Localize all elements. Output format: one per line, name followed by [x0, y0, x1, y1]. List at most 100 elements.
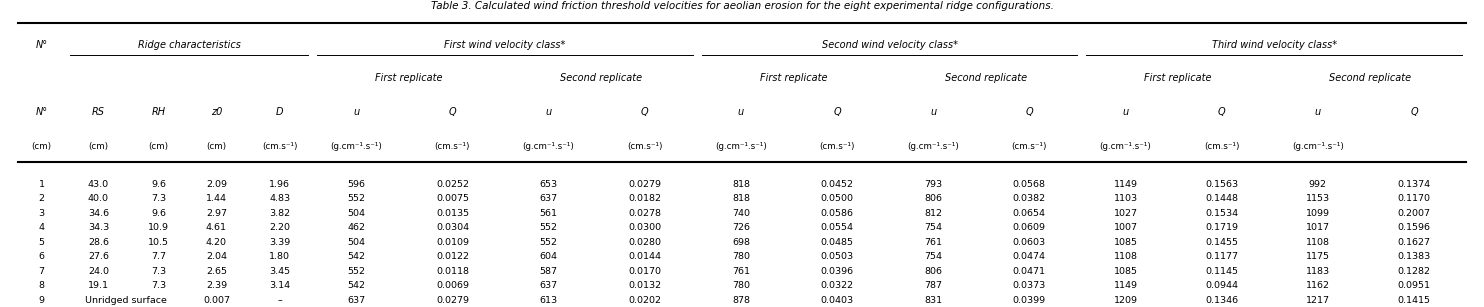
Text: 3.45: 3.45	[269, 267, 291, 276]
Text: 0.007: 0.007	[203, 296, 230, 305]
Text: RS: RS	[92, 107, 105, 117]
Text: 10.9: 10.9	[148, 223, 169, 232]
Text: 806: 806	[925, 194, 942, 203]
Text: Second wind velocity class*: Second wind velocity class*	[822, 40, 957, 49]
Text: (g.cm⁻¹.s⁻¹): (g.cm⁻¹.s⁻¹)	[1100, 142, 1152, 151]
Text: 0.1627: 0.1627	[1398, 238, 1431, 247]
Text: 0.0182: 0.0182	[628, 194, 662, 203]
Text: 1.80: 1.80	[269, 252, 291, 261]
Text: (cm.s⁻¹): (cm.s⁻¹)	[1012, 142, 1048, 151]
Text: 754: 754	[925, 252, 942, 261]
Text: 992: 992	[1309, 180, 1327, 189]
Text: 1027: 1027	[1113, 209, 1138, 218]
Text: 0.2007: 0.2007	[1398, 209, 1431, 218]
Text: 0.1346: 0.1346	[1205, 296, 1238, 305]
Text: (g.cm⁻¹.s⁻¹): (g.cm⁻¹.s⁻¹)	[331, 142, 383, 151]
Text: (cm): (cm)	[148, 142, 169, 151]
Text: 28.6: 28.6	[88, 238, 108, 247]
Text: 552: 552	[347, 194, 365, 203]
Text: 552: 552	[540, 223, 558, 232]
Text: (cm): (cm)	[206, 142, 227, 151]
Text: 0.0279: 0.0279	[628, 180, 662, 189]
Text: 1.44: 1.44	[206, 194, 227, 203]
Text: 0.0382: 0.0382	[1012, 194, 1046, 203]
Text: 0.0500: 0.0500	[821, 194, 853, 203]
Text: 0.0609: 0.0609	[1014, 223, 1046, 232]
Text: 1183: 1183	[1306, 267, 1330, 276]
Text: u: u	[1122, 107, 1129, 117]
Text: –: –	[278, 296, 282, 305]
Text: 0.0951: 0.0951	[1398, 281, 1431, 290]
Text: 0.0109: 0.0109	[436, 238, 469, 247]
Text: 504: 504	[347, 209, 365, 218]
Text: 34.6: 34.6	[88, 209, 108, 218]
Text: Q: Q	[641, 107, 649, 117]
Text: 10.5: 10.5	[148, 238, 169, 247]
Text: 0.1374: 0.1374	[1398, 180, 1431, 189]
Text: 0.0135: 0.0135	[436, 209, 469, 218]
Text: 0.1145: 0.1145	[1205, 267, 1238, 276]
Text: 504: 504	[347, 238, 365, 247]
Text: 637: 637	[540, 194, 558, 203]
Text: 2.97: 2.97	[206, 209, 227, 218]
Text: z0: z0	[211, 107, 223, 117]
Text: 1162: 1162	[1306, 281, 1330, 290]
Text: u: u	[738, 107, 743, 117]
Text: 1085: 1085	[1113, 267, 1138, 276]
Text: (cm): (cm)	[89, 142, 108, 151]
Text: 1149: 1149	[1113, 180, 1138, 189]
Text: 2: 2	[39, 194, 45, 203]
Text: 0.1282: 0.1282	[1398, 267, 1431, 276]
Text: 2.09: 2.09	[206, 180, 227, 189]
Text: 8: 8	[39, 281, 45, 290]
Text: 27.6: 27.6	[88, 252, 108, 261]
Text: Q: Q	[1410, 107, 1417, 117]
Text: 793: 793	[925, 180, 942, 189]
Text: 542: 542	[347, 281, 365, 290]
Text: 587: 587	[540, 267, 558, 276]
Text: 6: 6	[39, 252, 45, 261]
Text: (g.cm⁻¹.s⁻¹): (g.cm⁻¹.s⁻¹)	[1293, 142, 1345, 151]
Text: 0.0132: 0.0132	[628, 281, 662, 290]
Text: 0.0122: 0.0122	[436, 252, 469, 261]
Text: 0.0474: 0.0474	[1014, 252, 1046, 261]
Text: Second replicate: Second replicate	[945, 73, 1027, 84]
Text: 613: 613	[540, 296, 558, 305]
Text: 40.0: 40.0	[88, 194, 108, 203]
Text: 1209: 1209	[1113, 296, 1138, 305]
Text: 812: 812	[925, 209, 942, 218]
Text: 552: 552	[347, 267, 365, 276]
Text: Q: Q	[833, 107, 841, 117]
Text: 0.1448: 0.1448	[1205, 194, 1238, 203]
Text: 0.0586: 0.0586	[821, 209, 853, 218]
Text: 754: 754	[925, 223, 942, 232]
Text: 0.0280: 0.0280	[628, 238, 662, 247]
Text: 878: 878	[732, 296, 749, 305]
Text: 0.0279: 0.0279	[436, 296, 469, 305]
Text: 818: 818	[732, 180, 749, 189]
Text: 0.0170: 0.0170	[628, 267, 662, 276]
Text: 0.0603: 0.0603	[1012, 238, 1046, 247]
Text: 7.7: 7.7	[151, 252, 166, 261]
Text: 0.1455: 0.1455	[1205, 238, 1238, 247]
Text: 1099: 1099	[1306, 209, 1330, 218]
Text: 0.1563: 0.1563	[1205, 180, 1238, 189]
Text: N°: N°	[36, 107, 47, 117]
Text: 0.0399: 0.0399	[1012, 296, 1046, 305]
Text: Unridged surface: Unridged surface	[85, 296, 166, 305]
Text: 4.61: 4.61	[206, 223, 227, 232]
Text: Q: Q	[448, 107, 456, 117]
Text: 761: 761	[732, 267, 749, 276]
Text: 0.0944: 0.0944	[1205, 281, 1238, 290]
Text: N°: N°	[36, 40, 47, 49]
Text: 3.14: 3.14	[269, 281, 291, 290]
Text: 0.0278: 0.0278	[628, 209, 662, 218]
Text: 1153: 1153	[1306, 194, 1330, 203]
Text: 1108: 1108	[1306, 238, 1330, 247]
Text: (cm.s⁻¹): (cm.s⁻¹)	[263, 142, 298, 151]
Text: 4.83: 4.83	[269, 194, 291, 203]
Text: 7.3: 7.3	[151, 267, 166, 276]
Text: 0.0118: 0.0118	[436, 267, 469, 276]
Text: Q: Q	[1025, 107, 1033, 117]
Text: 1108: 1108	[1113, 252, 1138, 261]
